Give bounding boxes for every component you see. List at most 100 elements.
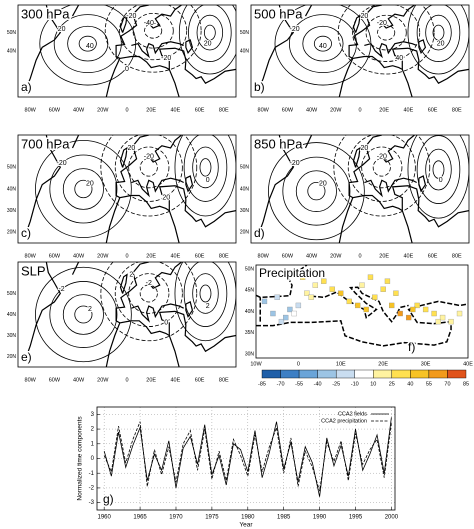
contour [100,135,198,217]
colorbar-tick-label: 85 [463,381,469,387]
contour-label: 20 [319,180,327,187]
contour [407,5,469,75]
x-tick-label: 1970 [169,515,183,521]
colorbar-bin [428,369,448,379]
x-tick-label: 1975 [205,515,219,521]
map-panel: -20 20 20 -20 0 850 hPa d) 50N 40N 30N 20N 80W 60W 40… [240,134,470,259]
contour [49,281,118,348]
contour-label: -20 [144,153,154,160]
x-tick-label: 2000 [385,515,399,521]
station [435,318,441,325]
coastline [352,14,361,33]
map-frame [255,264,469,359]
lon-label: 80E [452,107,462,113]
lon-label: 80W [25,253,37,259]
contour [361,146,403,189]
coastline [23,262,61,362]
map-content: -20 20 40 -20 20 40 [256,5,469,97]
coastline [115,5,149,59]
lon-label: 10W [250,361,262,367]
map-panel: -40 -20 40 20 20 -20 0 300 hPa a) 50N 40N 80W 60W 40W… [7,4,237,113]
contour-label: 20 [360,13,368,20]
lon-label: 60W [49,107,61,113]
lon-label: 0 [358,253,361,259]
lat-label: 50N [7,165,17,171]
contour [100,262,198,342]
coastline [158,47,236,84]
contour [377,24,396,41]
panel-title: 300 hPa [21,6,70,21]
panel-label: f) [408,340,415,354]
station [346,298,352,305]
station [295,302,302,309]
x-tick-label: 1980 [241,515,255,521]
contour-label: 40 [395,55,403,62]
coastline [185,175,194,193]
coastline [418,39,427,55]
contour [35,139,132,238]
coastline [256,135,294,238]
coastline [115,135,149,199]
panel-title: Precipitation [259,266,325,280]
colorbar-bin [354,369,374,379]
station [299,274,306,280]
coastline [418,175,427,193]
contour [74,305,93,324]
x-axis-label: Year [239,522,253,529]
station [414,302,420,309]
colorbar-bin [280,369,300,379]
contour [333,135,431,217]
contour [132,12,174,49]
map-content: -2 2 2 -2 2 0 [23,262,236,367]
lon-label: 80W [25,377,37,383]
coastline [256,300,468,347]
contour [114,262,183,327]
map-frame [17,261,237,368]
station [448,318,454,325]
coastline [256,5,295,93]
map-panel: -2 2 2 -2 2 0 SLP e) 50N 40N 30N 20N 80W 60W 40W 20W 0 20… [7,261,237,383]
contour [192,146,219,189]
contour [416,135,461,204]
contour [183,135,228,202]
y-tick-label: -1 [89,471,95,477]
lat-label: 50N [240,30,250,36]
station [359,282,365,288]
contour [432,24,445,41]
contour-label: -2 [146,280,152,287]
lon-label: 20W [330,253,342,259]
coastline [185,301,194,318]
colorbar-bin [298,369,318,379]
y-tick-label: -3 [89,500,95,506]
station [380,286,386,292]
lon-label: 60W [282,107,294,113]
lat-label: 30N [7,333,17,339]
station [278,318,285,325]
lon-label: 40E [403,107,413,113]
contour [144,22,163,39]
contour-label: 2 [206,303,210,310]
lon-label: 40W [306,253,318,259]
lat-label: 30N [7,208,17,214]
panel-title: 500 hPa [254,6,303,21]
contour [128,146,170,189]
station [456,310,463,317]
lon-label: 0 [125,107,128,113]
contour-label: 0 [206,177,210,184]
station [422,306,429,313]
map-panel: -20 20 40 -20 20 40 500 hPa b) 50N 40N 80W 60W 40W 20… [240,4,470,113]
coastline [148,262,182,289]
lon-label: 60E [195,107,205,113]
coastline [338,194,413,243]
panel-label: e) [21,350,32,364]
contour [188,5,232,62]
lon-label: 10E [336,361,346,367]
contour [282,156,351,226]
colorbar-bin [335,369,355,379]
lat-label: 20N [7,230,17,236]
lon-label: 20W [97,377,109,383]
coastline [352,146,361,168]
coastline [348,135,382,199]
station [291,310,297,317]
